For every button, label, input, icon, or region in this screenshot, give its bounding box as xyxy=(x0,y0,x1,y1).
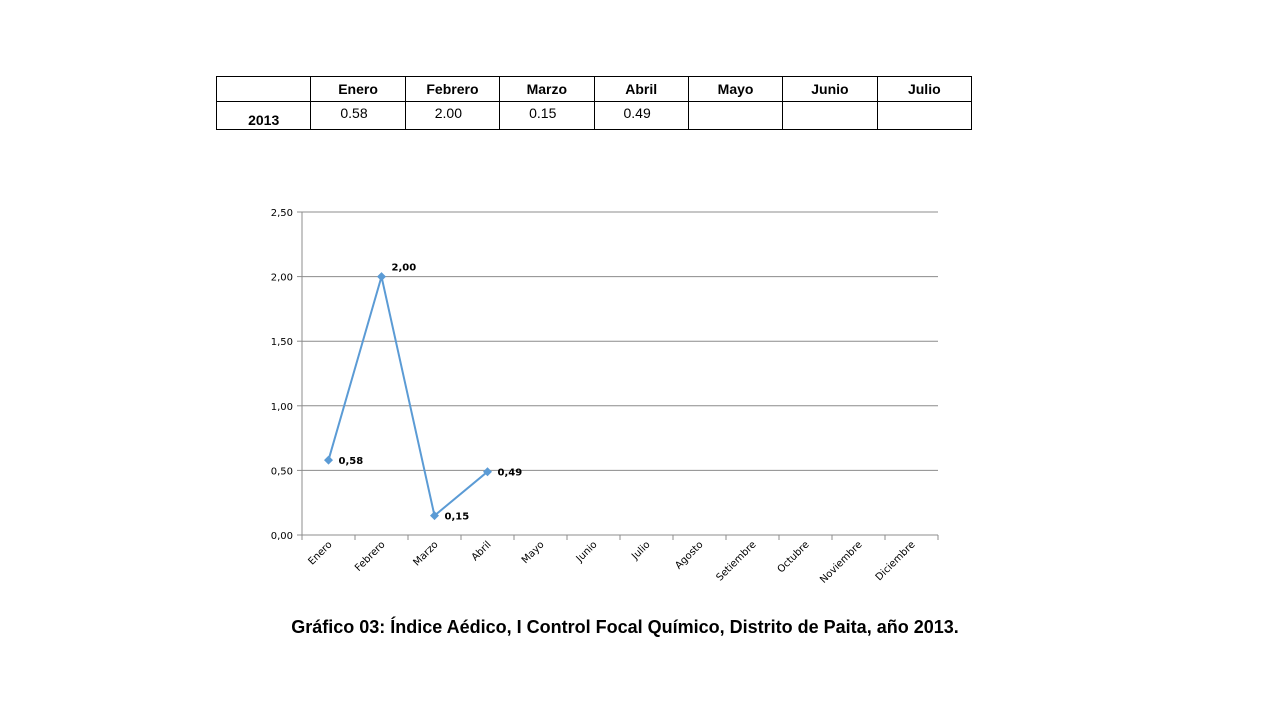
y-tick-label: 0,50 xyxy=(271,466,293,477)
table-cell: 2.00 xyxy=(404,101,501,130)
axes xyxy=(297,211,939,540)
x-tick-label: Julio xyxy=(629,539,652,562)
table-header-cell: Marzo xyxy=(499,76,595,102)
y-tick-label: 2,50 xyxy=(271,208,293,219)
series-line-path xyxy=(327,275,489,517)
data-point-marker xyxy=(324,455,333,465)
table-cell xyxy=(782,101,878,130)
data-label: 0,15 xyxy=(445,512,470,523)
data-label: 0,58 xyxy=(339,456,364,467)
x-tick-label: Febrero xyxy=(353,539,387,573)
data-label: 0,49 xyxy=(498,468,523,479)
x-tick-label: Setiembre xyxy=(714,539,758,583)
series-line xyxy=(327,275,489,517)
x-tick-label: Diciembre xyxy=(874,539,918,583)
data-labels: 0,58 2,00 0,15 0,49 xyxy=(339,263,523,523)
chart-caption: Gráfico 03: Índice Aédico, I Control Foc… xyxy=(291,617,959,637)
y-tick-label: 0,00 xyxy=(271,531,293,542)
x-tick-label: Octubre xyxy=(776,539,812,575)
y-tick-label: 1,50 xyxy=(271,337,293,348)
x-tick-label: Marzo xyxy=(411,539,440,568)
table-cell: 0.49 xyxy=(593,101,689,130)
x-tick-label: Abril xyxy=(470,539,494,563)
data-table: Enero Febrero Marzo Abril Mayo Junio Jul… xyxy=(215,76,973,130)
y-tick-labels: 0,00 0,50 1,00 1,50 2,00 2,50 xyxy=(271,208,293,542)
data-label: 2,00 xyxy=(392,263,417,274)
x-tick-labels: Enero Febrero Marzo Abril Mayo Junio Julio Agos… xyxy=(306,539,917,585)
table-cell xyxy=(876,101,973,130)
x-tick-label: Junio xyxy=(574,539,600,565)
x-tick-label: Mayo xyxy=(520,539,547,566)
data-point-marker xyxy=(377,272,386,282)
y-tick-label: 1,00 xyxy=(271,402,293,413)
x-tick-label: Enero xyxy=(306,539,334,567)
table-header-cell: Junio xyxy=(782,76,878,102)
y-tick-label: 2,00 xyxy=(271,273,293,284)
x-tick-label: Noviembre xyxy=(818,539,864,585)
table-row: 2013 0.58 2.00 0.15 0.49 xyxy=(215,101,973,130)
table-cell: 0.58 xyxy=(310,101,406,130)
data-points xyxy=(324,272,492,521)
data-point-marker xyxy=(430,511,439,521)
grid-lines xyxy=(302,211,938,471)
x-tick-label: Agosto xyxy=(673,539,705,571)
data-point-marker xyxy=(483,467,492,477)
